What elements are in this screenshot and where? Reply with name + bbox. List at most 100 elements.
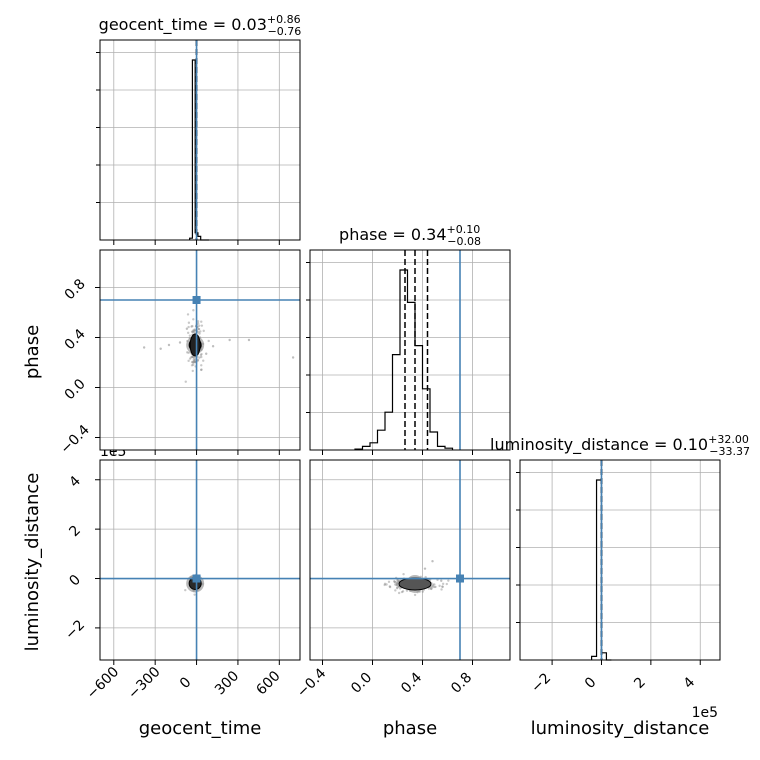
panel-background	[100, 40, 300, 240]
panel-phase-luminosity_distance	[309, 459, 511, 665]
tick-label-y-phase: 0.4	[62, 326, 89, 353]
truth-marker	[456, 574, 464, 583]
scatter-point	[192, 360, 196, 363]
xlabel-geocent-time: geocent_time	[139, 718, 262, 739]
scatter-point	[405, 589, 409, 592]
scatter-point	[441, 585, 444, 589]
scatter-point	[193, 360, 196, 363]
scatter-point	[441, 585, 444, 588]
xlabel-phase: phase	[383, 718, 437, 739]
panel-geocent_time-luminosity_distance	[95, 459, 301, 665]
density-contour-core	[398, 577, 432, 591]
scatter-point	[192, 357, 196, 360]
scatter-point	[191, 324, 194, 328]
tick-label-y-phase: −0.4	[57, 422, 92, 457]
scatter-point	[200, 368, 203, 372]
scatter-point	[400, 590, 404, 594]
tick-label-x-luminosity_distance: 0	[582, 674, 600, 692]
panel-frame	[309, 459, 511, 661]
scatter-point	[202, 329, 205, 333]
scatter-point	[191, 355, 194, 359]
scatter-point	[184, 588, 187, 592]
scatter-point	[192, 329, 196, 332]
scatter-point	[196, 358, 200, 362]
tick-label-y-phase: 0.0	[62, 376, 89, 403]
scatter-point	[191, 330, 194, 334]
scatter-point	[198, 332, 201, 335]
scatter-point	[395, 582, 399, 585]
tick-label-y-luminosity_distance: 0	[66, 572, 84, 590]
ylabel-luminosity-distance: luminosity_distance	[22, 473, 43, 652]
scatter-point	[207, 339, 210, 343]
panel-geocent_time-geocent_time	[96, 39, 301, 245]
scatter-point	[191, 360, 194, 364]
scatter-point	[193, 593, 196, 596]
scatter-point	[385, 583, 388, 586]
scatter-point	[291, 356, 295, 359]
scatter-point	[388, 585, 391, 588]
title-luminosity_distance: luminosity_distance = 0.10+32.00 −33.37	[490, 433, 750, 458]
scatter-point	[393, 580, 396, 584]
scatter-point	[200, 368, 203, 371]
tick-label-x-geocent_time: 600	[253, 668, 283, 698]
tick-label-x-geocent_time: −600	[84, 664, 123, 703]
histogram-phase	[354, 269, 454, 450]
scatter-point	[398, 587, 402, 590]
xlabel-luminosity-distance: luminosity_distance	[531, 718, 710, 739]
scatter-point	[193, 360, 196, 364]
scatter-point	[188, 334, 192, 337]
scatter-point	[413, 593, 417, 597]
scatter-point	[430, 587, 433, 591]
scatter-point	[431, 583, 435, 586]
scatter-point	[440, 588, 443, 591]
scatter-point	[401, 590, 405, 593]
scatter-point	[393, 580, 396, 583]
scatter-point	[178, 341, 182, 344]
scatter-point	[205, 352, 208, 355]
scatter-point	[186, 351, 189, 354]
tick-label-x-geocent_time: 0	[177, 674, 195, 692]
scatter-point	[187, 325, 190, 329]
tick-label-y-luminosity_distance: −2	[62, 617, 88, 643]
scatter-point	[192, 309, 195, 312]
scatter-point	[190, 355, 194, 359]
scatter-point	[429, 587, 433, 590]
scatter-point	[397, 591, 401, 595]
scatter-point	[167, 343, 171, 347]
scatter-point	[197, 324, 201, 327]
density-contour-core	[189, 333, 201, 357]
scatter-point	[431, 560, 434, 563]
panel-frame	[99, 39, 301, 241]
scatter-point	[395, 583, 399, 587]
scatter-point	[200, 320, 203, 323]
tick-label-x-luminosity_distance: −2	[528, 670, 554, 696]
scatter-point	[196, 320, 200, 323]
panel-frame	[99, 459, 301, 661]
tick-label-x-luminosity_distance: 4	[681, 674, 699, 692]
scatter-point	[200, 324, 204, 327]
scatter-point	[197, 327, 200, 331]
scatter-point	[211, 345, 215, 348]
tick-label-y-phase: 0.8	[62, 276, 89, 303]
title-phase: phase = 0.34+0.10 −0.08	[339, 223, 481, 248]
scatter-point	[396, 586, 399, 589]
scatter-point	[447, 579, 450, 582]
scatter-point	[190, 325, 193, 328]
tick-label-x-luminosity_distance: 2	[631, 674, 649, 692]
scatter-point	[192, 358, 195, 361]
scatter-point	[433, 583, 436, 586]
scatter-point	[192, 329, 195, 332]
panel-frame	[99, 249, 301, 451]
scatter-point	[159, 347, 162, 350]
scatter-point	[441, 582, 445, 586]
scatter-point	[395, 583, 398, 587]
scatter-point	[394, 583, 397, 586]
truth-marker	[192, 296, 201, 304]
scatter-point	[197, 327, 201, 331]
scatter-point	[395, 581, 399, 585]
scatter-point	[188, 357, 192, 360]
scatter-point	[202, 359, 205, 362]
scatter-point	[192, 318, 195, 321]
tick-label-y-luminosity_distance: 2	[66, 522, 84, 540]
